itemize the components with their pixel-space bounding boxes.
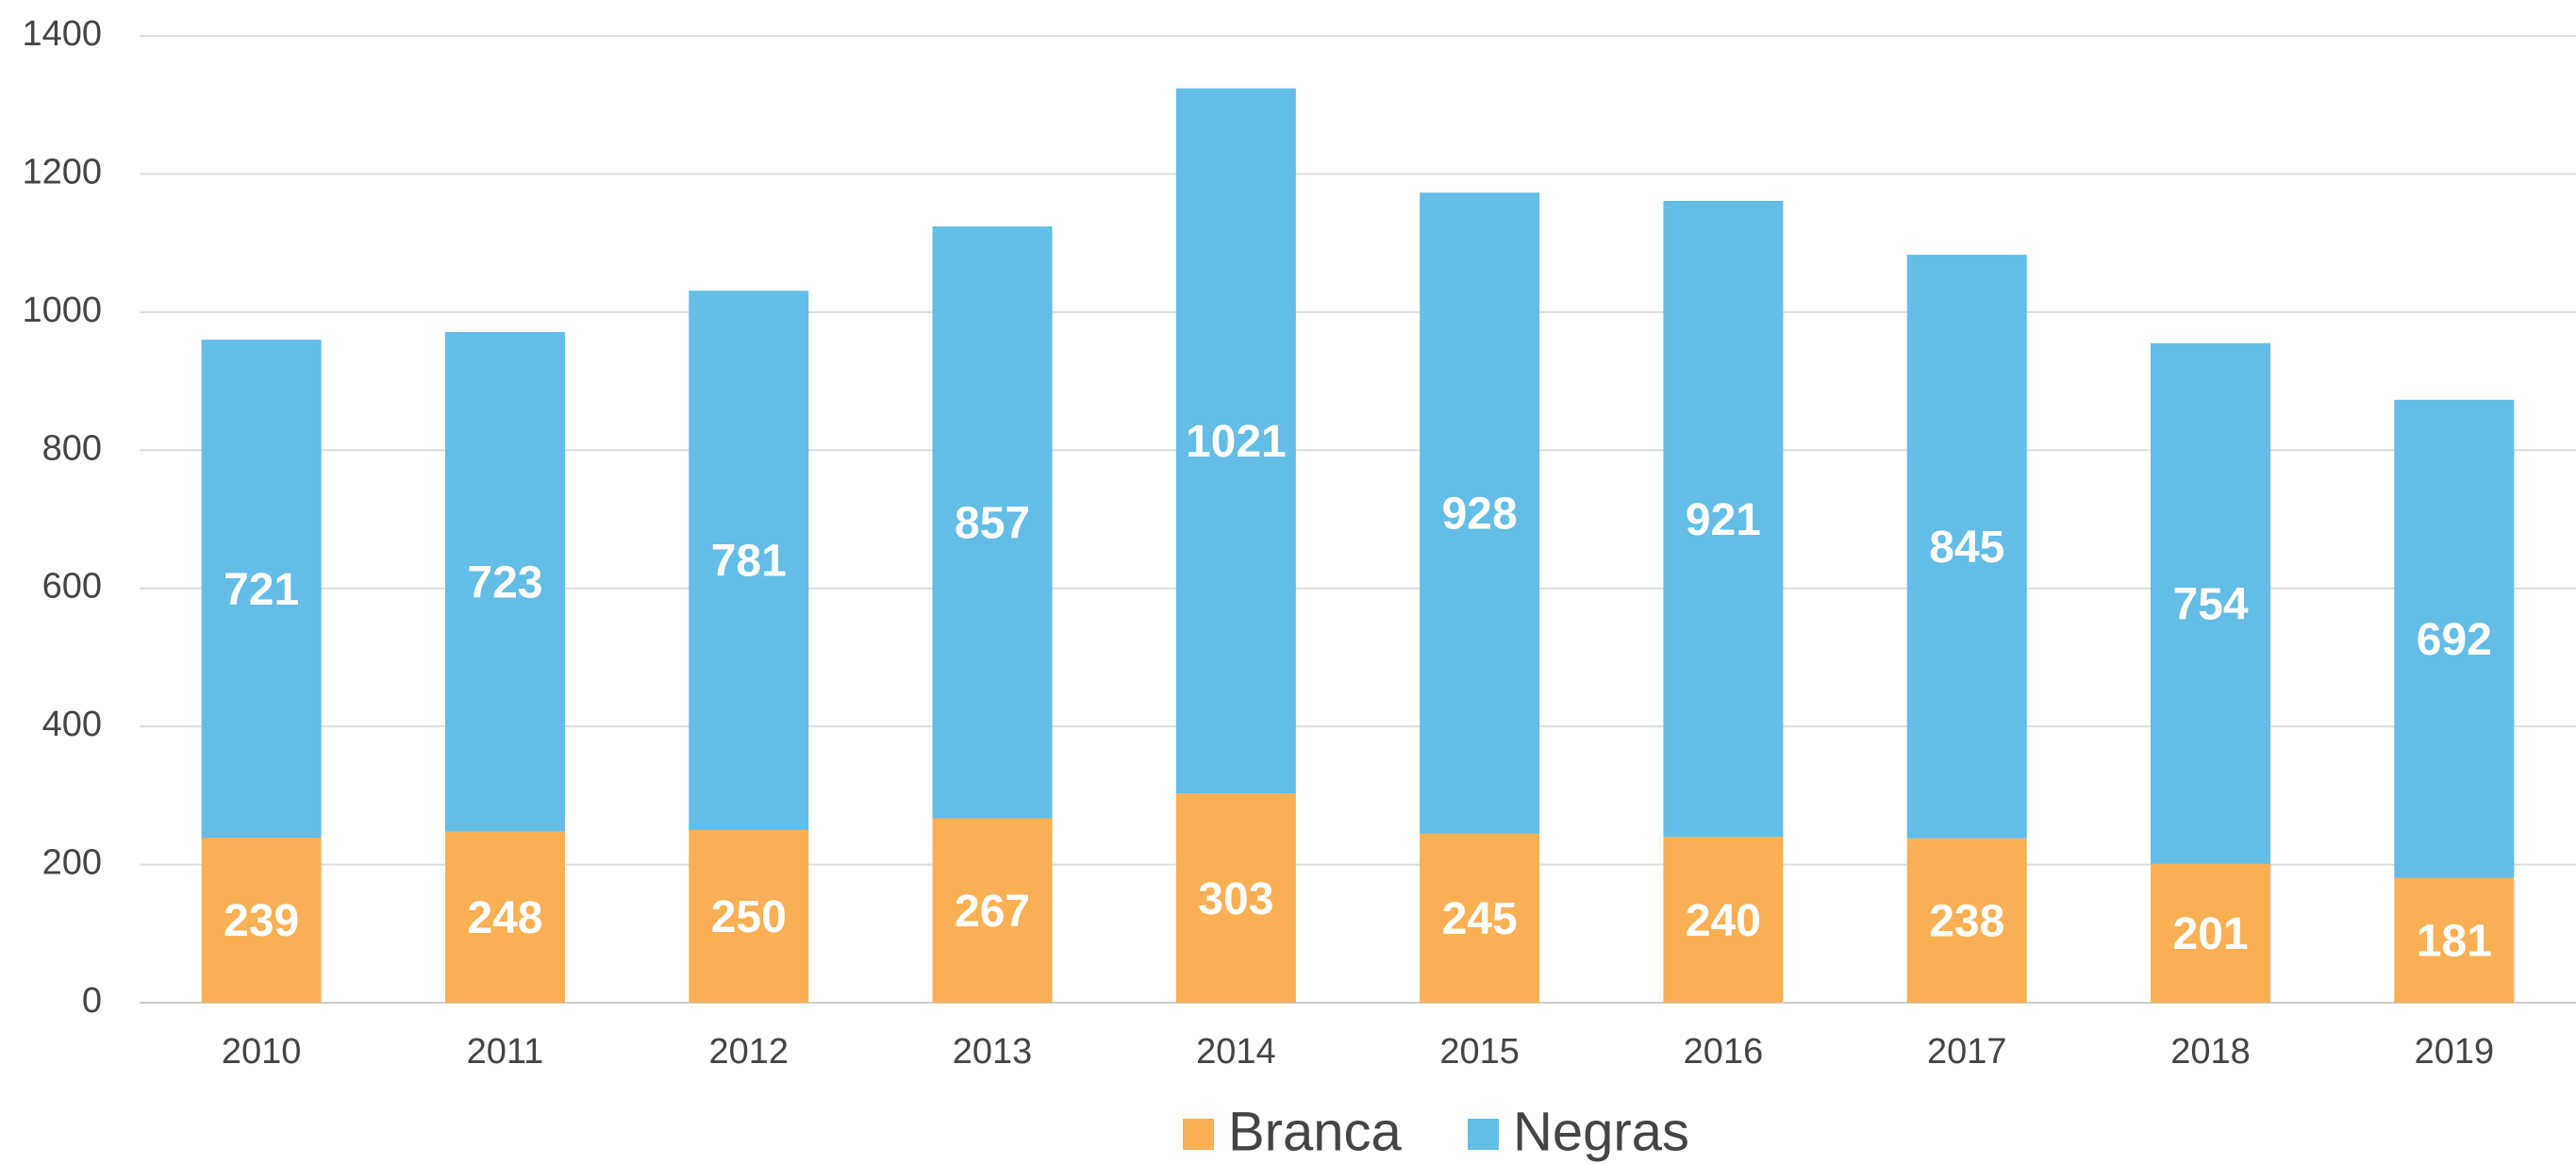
- bar-segment: [689, 291, 809, 830]
- y-tick-label: 1000: [22, 291, 102, 330]
- bar-segment: [1175, 793, 1296, 1003]
- bar-segment: [2394, 877, 2515, 1003]
- legend-swatch: [1468, 1119, 1499, 1150]
- bar-segment: [444, 332, 565, 832]
- bar-segment: [1420, 192, 1540, 834]
- data-label: 201: [2173, 909, 2249, 959]
- data-label: 857: [955, 498, 1030, 548]
- x-tick-label: 2011: [467, 1032, 544, 1072]
- data-label: 240: [1686, 896, 1761, 946]
- data-label: 721: [224, 565, 299, 615]
- x-tick-label: 2016: [1684, 1032, 1764, 1072]
- bar-segment: [2394, 399, 2515, 878]
- data-label: 781: [711, 537, 787, 587]
- data-label: 250: [711, 892, 787, 942]
- bar-segment: [1906, 838, 2027, 1003]
- data-label: 239: [224, 896, 299, 946]
- x-tick-label: 2012: [708, 1032, 789, 1072]
- bar-segment: [2151, 342, 2271, 864]
- bar-segment: [932, 818, 1053, 1003]
- legend-label: Branca: [1228, 1101, 1403, 1162]
- data-label: 1021: [1186, 417, 1287, 467]
- bar-segment: [2151, 863, 2271, 1003]
- bar-segment: [444, 831, 565, 1003]
- data-label: 248: [467, 893, 542, 943]
- bar-segment: [201, 340, 322, 839]
- x-tick-label: 2010: [222, 1032, 302, 1072]
- bar-segment: [201, 838, 322, 1003]
- y-tick-label: 200: [42, 843, 102, 883]
- x-tick-label: 2013: [953, 1032, 1033, 1072]
- x-tick-label: 2019: [2415, 1032, 2495, 1072]
- legend-label: Negras: [1513, 1101, 1689, 1162]
- legend-swatch: [1183, 1119, 1214, 1150]
- data-label: 921: [1686, 495, 1761, 545]
- data-label: 692: [2417, 615, 2492, 665]
- data-label: 238: [1929, 897, 2004, 947]
- data-label: 723: [467, 557, 542, 607]
- data-label: 754: [2173, 579, 2249, 629]
- y-tick-label: 1200: [22, 152, 102, 191]
- x-tick-label: 2017: [1927, 1032, 2007, 1072]
- bar-segment: [932, 226, 1053, 819]
- bar-segment: [1420, 833, 1540, 1003]
- bar-segment: [1663, 200, 1784, 838]
- x-tick-label: 2018: [2170, 1032, 2251, 1072]
- bar-segment: [1175, 88, 1296, 794]
- y-tick-label: 1400: [22, 14, 102, 54]
- data-label: 267: [955, 887, 1030, 937]
- y-tick-label: 800: [42, 428, 102, 468]
- bar-segment: [689, 829, 809, 1003]
- y-tick-label: 400: [42, 705, 102, 744]
- data-label: 181: [2417, 916, 2492, 966]
- data-label: 845: [1929, 523, 2004, 573]
- y-tick-label: 0: [82, 981, 102, 1021]
- data-label: 303: [1198, 874, 1273, 924]
- x-tick-label: 2014: [1196, 1032, 1276, 1072]
- data-label: 245: [1442, 894, 1518, 944]
- y-tick-label: 600: [42, 567, 102, 607]
- x-tick-label: 2015: [1439, 1032, 1520, 1072]
- data-label: 928: [1442, 490, 1518, 540]
- bar-segment: [1663, 837, 1784, 1003]
- bar-segment: [1906, 255, 2027, 839]
